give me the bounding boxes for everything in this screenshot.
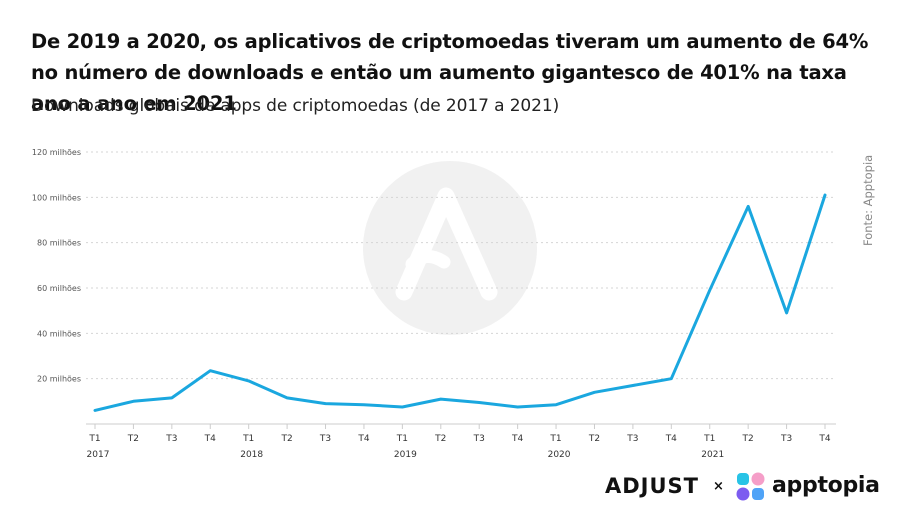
x-tick-label: T3 [473, 434, 485, 444]
data-point [554, 403, 558, 406]
x-tick-label: T4 [357, 434, 369, 444]
year-label: 2019 [394, 450, 417, 460]
x-tick-label: T3 [780, 434, 792, 444]
source-label: Fonte: Apptopia [861, 154, 875, 246]
x-tick-label: T2 [742, 434, 754, 444]
y-tick-label: 40 milhões [37, 329, 81, 338]
apptopia-logo: apptopia [772, 473, 880, 498]
year-label: 2018 [240, 450, 263, 460]
logos-footer: ADJUST × apptopia [605, 470, 880, 504]
data-point [708, 289, 711, 292]
x-tick-label: T1 [88, 434, 100, 444]
x-tick-label: T3 [319, 434, 331, 444]
chart-title: De 2019 a 2020, os aplicativos de cripto… [31, 30, 869, 115]
x-tick-label: T2 [434, 434, 446, 444]
data-point [401, 405, 404, 409]
data-point [631, 384, 635, 387]
data-point [746, 205, 750, 208]
data-point [478, 401, 481, 404]
adjust-logo: ADJUST [605, 474, 699, 498]
data-point [785, 311, 788, 315]
data-point [823, 193, 827, 197]
year-label: 2020 [548, 450, 571, 460]
times-sign: × [713, 479, 724, 494]
adjust-watermark-icon [363, 161, 537, 335]
x-tick-label: T1 [396, 434, 408, 444]
data-point [170, 396, 174, 400]
data-point [516, 405, 519, 409]
y-tick-label: 60 milhões [37, 284, 81, 293]
x-tick-label: T4 [665, 434, 677, 444]
y-tick-label: 20 milhões [37, 375, 81, 384]
y-tick-label: 120 milhões [32, 148, 81, 157]
x-tick-label: T2 [127, 434, 139, 444]
chart-subtitle: Downloads globais de apps de criptomoeda… [31, 96, 560, 116]
data-point [362, 403, 366, 406]
data-point [439, 397, 442, 401]
x-tick-label: T3 [626, 434, 638, 444]
data-point [93, 409, 97, 412]
data-point [324, 402, 327, 405]
x-tick-label: T3 [165, 434, 177, 444]
x-tick-label: T1 [549, 434, 561, 444]
x-tick-label: T4 [818, 434, 830, 444]
year-label: 2017 [87, 450, 110, 460]
x-tick-label: T1 [242, 434, 254, 444]
apptopia-logo-icon [736, 472, 765, 501]
x-tick-label: T2 [588, 434, 600, 444]
series-line [93, 193, 827, 412]
x-tick-label: T2 [280, 434, 292, 444]
y-tick-label: 100 milhões [32, 193, 81, 202]
year-label: 2021 [701, 450, 724, 460]
data-point [285, 396, 289, 400]
data-point [593, 391, 596, 394]
data-point [209, 369, 212, 372]
y-tick-label: 80 milhões [37, 239, 81, 248]
data-point [670, 377, 673, 380]
x-tick-label: T1 [703, 434, 715, 444]
x-tick-label: T4 [204, 434, 216, 444]
data-point [132, 400, 135, 403]
x-tick-label: T4 [511, 434, 523, 444]
data-point [247, 379, 250, 383]
